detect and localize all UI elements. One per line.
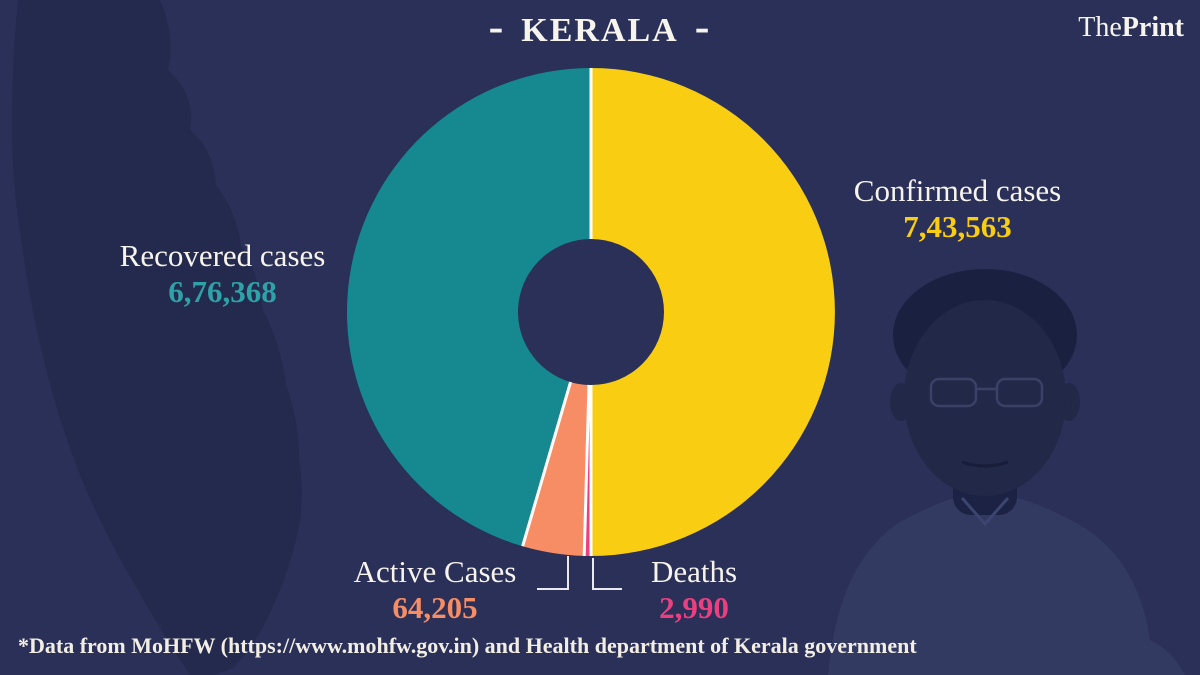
recovered-cases-value: 6,76,368 [168, 274, 277, 309]
deaths-callout: Deaths 2,990 [604, 554, 784, 626]
title-dash-left: - [488, 2, 506, 51]
active-cases-leader-line [537, 556, 569, 590]
source-note: *Data from MoHFW (https://www.mohfw.gov.… [18, 633, 917, 658]
pie-slice-active-cases [522, 382, 589, 556]
recovered-cases-label: Recovered cases [119, 238, 326, 273]
portrait-shirt [828, 492, 1185, 675]
slice-divider [582, 384, 591, 556]
donut-slices [347, 68, 835, 556]
portrait-collar [960, 497, 1010, 527]
theprint-logo-the: The [1078, 12, 1122, 43]
active-cases-label: Active Cases [353, 554, 517, 589]
confirmed-cases-callout: Confirmed cases 7,43,563 [795, 173, 1120, 245]
slice-dividers [521, 68, 593, 556]
theprint-logo: ThePrint [1078, 12, 1184, 44]
confirmed-cases-value: 7,43,563 [903, 209, 1012, 244]
portrait-glasses [929, 377, 1044, 408]
recovered-cases-callout: Recovered cases 6,76,368 [60, 238, 385, 310]
deaths-leader-line [592, 558, 622, 590]
active-cases-value: 64,205 [392, 590, 478, 625]
pie-slice-recovered-cases [347, 68, 591, 547]
page-title: - KERALA - [0, 2, 1200, 51]
active-cases-callout: Active Cases 64,205 [325, 554, 545, 626]
pie-slice-confirmed-cases [591, 68, 835, 556]
portrait-mouth [961, 460, 1009, 468]
portrait-face [904, 300, 1066, 496]
theprint-logo-print: Print [1121, 12, 1184, 43]
title-dash-right: - [694, 2, 712, 51]
slice-divider [521, 381, 572, 547]
deaths-label: Deaths [650, 554, 738, 589]
deaths-value: 2,990 [659, 590, 729, 625]
confirmed-cases-label: Confirmed cases [853, 173, 1062, 208]
title-text: KERALA [521, 12, 679, 49]
